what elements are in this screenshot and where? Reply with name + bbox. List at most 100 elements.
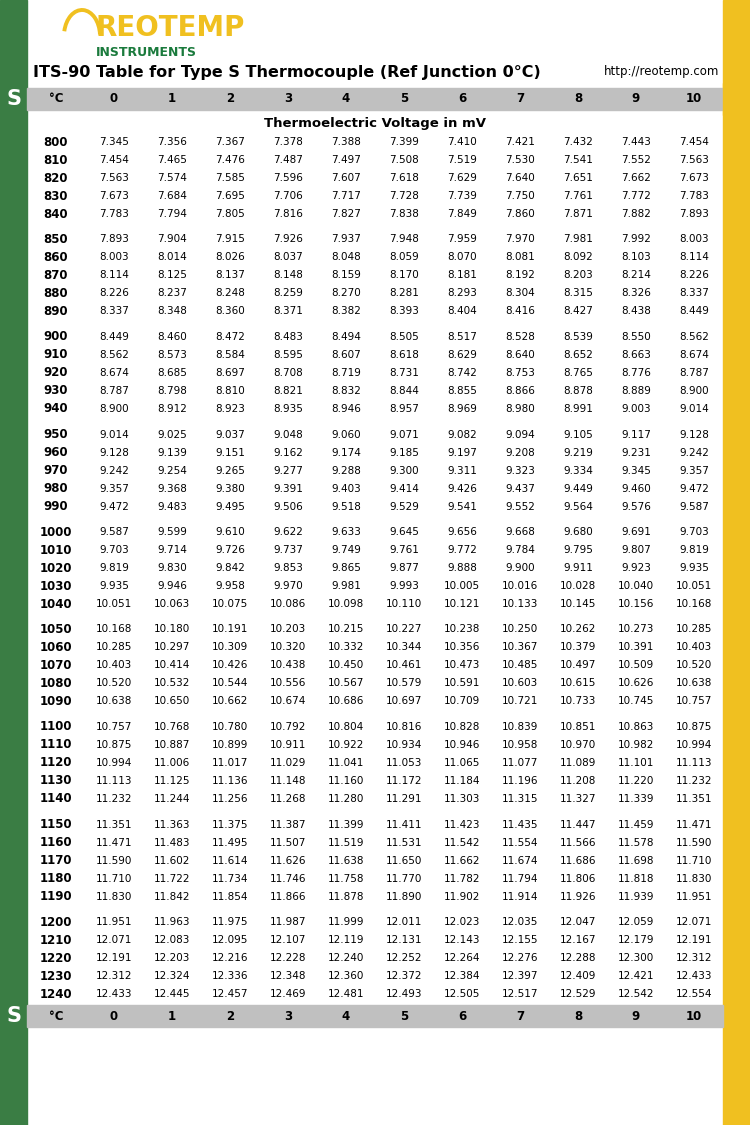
Text: 8.483: 8.483 <box>273 332 303 342</box>
Text: 12.083: 12.083 <box>154 935 190 945</box>
Text: 7.981: 7.981 <box>563 234 593 244</box>
Text: 10.344: 10.344 <box>386 642 422 652</box>
Text: 9.680: 9.680 <box>563 526 592 537</box>
Text: 11.232: 11.232 <box>676 776 712 786</box>
Text: 7.750: 7.750 <box>506 191 535 201</box>
Text: 9.714: 9.714 <box>157 544 187 555</box>
Text: 11.590: 11.590 <box>96 855 132 865</box>
Text: 12.336: 12.336 <box>211 971 248 981</box>
Text: 10.285: 10.285 <box>96 642 132 652</box>
Text: 11.590: 11.590 <box>676 837 712 847</box>
Text: 9.900: 9.900 <box>506 562 535 573</box>
Text: 8.878: 8.878 <box>563 386 593 396</box>
Text: 8.528: 8.528 <box>505 332 535 342</box>
Text: 8.787: 8.787 <box>679 368 709 378</box>
Text: 11.459: 11.459 <box>618 819 654 829</box>
Text: 11.890: 11.890 <box>386 891 422 901</box>
Text: 11.327: 11.327 <box>560 794 596 804</box>
Text: 9.265: 9.265 <box>215 466 245 476</box>
Text: 11.626: 11.626 <box>270 855 306 865</box>
Text: 5: 5 <box>400 92 408 106</box>
Text: 4: 4 <box>342 1009 350 1023</box>
Text: 11.387: 11.387 <box>270 819 306 829</box>
Text: 7.706: 7.706 <box>273 191 303 201</box>
Text: 10.250: 10.250 <box>502 624 538 634</box>
Text: 11.208: 11.208 <box>560 776 596 786</box>
Text: 9.656: 9.656 <box>447 526 477 537</box>
Text: 11.375: 11.375 <box>211 819 248 829</box>
Text: 1060: 1060 <box>40 641 72 654</box>
Text: 11.854: 11.854 <box>211 891 248 901</box>
Bar <box>27 88 723 110</box>
Text: 10.238: 10.238 <box>444 624 480 634</box>
Text: 10.016: 10.016 <box>502 580 538 591</box>
Text: 1010: 1010 <box>40 543 72 557</box>
Text: 10.899: 10.899 <box>211 740 248 750</box>
Text: 8.980: 8.980 <box>506 404 535 414</box>
Text: 10.028: 10.028 <box>560 580 596 591</box>
Text: 6: 6 <box>458 92 466 106</box>
Text: 11.351: 11.351 <box>676 794 712 804</box>
Text: 11.878: 11.878 <box>328 891 364 901</box>
Text: 8.674: 8.674 <box>99 368 129 378</box>
Text: 10.075: 10.075 <box>211 598 248 609</box>
Text: 8.832: 8.832 <box>331 386 361 396</box>
Text: 10.946: 10.946 <box>444 740 480 750</box>
Text: 830: 830 <box>44 189 68 202</box>
Text: 11.975: 11.975 <box>211 917 248 927</box>
Text: 10.875: 10.875 <box>676 722 712 732</box>
Text: 12.312: 12.312 <box>96 971 132 981</box>
Text: 8.573: 8.573 <box>157 350 187 360</box>
Text: 8.821: 8.821 <box>273 386 303 396</box>
Text: 11.566: 11.566 <box>560 837 596 847</box>
Text: 8.618: 8.618 <box>389 350 419 360</box>
Text: 10.674: 10.674 <box>270 696 306 706</box>
Text: 10.156: 10.156 <box>618 598 654 609</box>
Text: 7.618: 7.618 <box>389 173 419 183</box>
Text: 2: 2 <box>226 92 234 106</box>
Text: 7.563: 7.563 <box>679 155 709 165</box>
Text: 9.311: 9.311 <box>447 466 477 476</box>
Text: 10.203: 10.203 <box>270 624 306 634</box>
Text: 12.288: 12.288 <box>560 953 596 963</box>
Text: 1110: 1110 <box>40 738 72 752</box>
Text: 11.125: 11.125 <box>154 776 190 786</box>
Text: 9.472: 9.472 <box>679 484 709 494</box>
Text: 8.629: 8.629 <box>447 350 477 360</box>
Text: 11.172: 11.172 <box>386 776 422 786</box>
Text: 1020: 1020 <box>40 561 72 575</box>
Text: 8.360: 8.360 <box>215 306 244 316</box>
Text: 7.476: 7.476 <box>215 155 245 165</box>
Text: 8.595: 8.595 <box>273 350 303 360</box>
Text: 10.509: 10.509 <box>618 660 654 670</box>
Text: 11.806: 11.806 <box>560 873 596 883</box>
Text: 9.993: 9.993 <box>389 580 419 591</box>
Text: 8.889: 8.889 <box>621 386 651 396</box>
Text: 9.162: 9.162 <box>273 448 303 458</box>
Text: 10.875: 10.875 <box>96 740 132 750</box>
Text: 10.227: 10.227 <box>386 624 422 634</box>
Text: 9.923: 9.923 <box>621 562 651 573</box>
Text: 10.626: 10.626 <box>618 678 654 688</box>
Text: 10.863: 10.863 <box>618 722 654 732</box>
Text: 7.497: 7.497 <box>331 155 361 165</box>
Text: 12.529: 12.529 <box>560 989 596 999</box>
Text: 7.893: 7.893 <box>679 209 709 219</box>
Text: 7: 7 <box>516 1009 524 1023</box>
Text: 9.703: 9.703 <box>99 544 129 555</box>
Text: 12.409: 12.409 <box>560 971 596 981</box>
Text: 11.351: 11.351 <box>96 819 132 829</box>
Text: 8.371: 8.371 <box>273 306 303 316</box>
Text: 8.070: 8.070 <box>447 252 477 262</box>
Bar <box>27 1005 723 1027</box>
Text: 9.935: 9.935 <box>679 562 709 573</box>
Text: 7.673: 7.673 <box>99 191 129 201</box>
Text: 12.071: 12.071 <box>96 935 132 945</box>
Text: 10.367: 10.367 <box>502 642 538 652</box>
Text: 8.539: 8.539 <box>563 332 593 342</box>
Text: 12.191: 12.191 <box>96 953 132 963</box>
Text: S: S <box>729 89 744 109</box>
Text: 8.607: 8.607 <box>332 350 361 360</box>
Text: 9.391: 9.391 <box>273 484 303 494</box>
Text: 10.215: 10.215 <box>328 624 364 634</box>
